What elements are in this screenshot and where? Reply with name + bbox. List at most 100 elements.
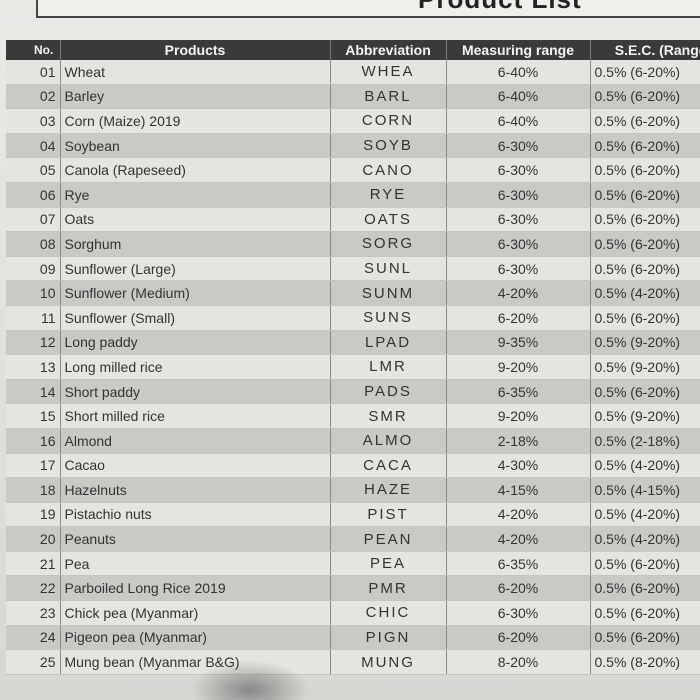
product-name: Chick pea (Myanmar) bbox=[60, 600, 331, 626]
product-abbreviation: SUNS bbox=[330, 305, 447, 331]
product-abbreviation: OATS bbox=[330, 207, 447, 233]
product-name: Pigeon pea (Myanmar) bbox=[60, 625, 331, 651]
table-row: 19 Pistachio nuts PIST 4-20% 0.5% (4-20%) bbox=[6, 502, 700, 528]
sec-range: 0.5% (6-20%) bbox=[590, 157, 700, 183]
product-name: Soybean bbox=[60, 133, 331, 159]
table-row: 15 Short milled rice SMR 9-20% 0.5% (9-20%) bbox=[6, 403, 700, 429]
table-row: 14 Short paddy PADS 6-35% 0.5% (6-20%) bbox=[6, 379, 700, 405]
sec-range: 0.5% (6-20%) bbox=[590, 133, 700, 159]
row-number: 01 bbox=[6, 60, 61, 85]
table-row: 24 Pigeon pea (Myanmar) PIGN 6-20% 0.5% (6-2… bbox=[6, 625, 700, 651]
product-name: Canola (Rapeseed) bbox=[60, 157, 331, 183]
measuring-range: 6-35% bbox=[446, 551, 591, 577]
sec-range: 0.5% (4-20%) bbox=[590, 280, 700, 306]
product-abbreviation: SORG bbox=[330, 231, 447, 257]
row-number: 17 bbox=[6, 453, 61, 479]
table-row: 01 Wheat WHEA 6-40% 0.5% (6-20%) bbox=[6, 60, 700, 85]
row-number: 25 bbox=[6, 649, 61, 675]
product-abbreviation: SOYB bbox=[330, 133, 447, 159]
table-header-row: No. Products Abbreviation Measuring rang… bbox=[6, 40, 700, 60]
product-abbreviation: WHEA bbox=[330, 60, 447, 85]
measuring-range: 6-20% bbox=[446, 305, 591, 331]
product-abbreviation: SUNM bbox=[330, 280, 447, 306]
table-row: 20 Peanuts PEAN 4-20% 0.5% (4-20%) bbox=[6, 526, 700, 552]
product-name: Parboiled Long Rice 2019 bbox=[60, 575, 331, 602]
table-row: 02 Barley BARL 6-40% 0.5% (6-20%) bbox=[6, 84, 700, 110]
sec-range: 0.5% (6-20%) bbox=[590, 600, 700, 626]
table-row: 08 Sorghum SORG 6-30% 0.5% (6-20%) bbox=[6, 231, 700, 257]
table-row: 04 Soybean SOYB 6-30% 0.5% (6-20%) bbox=[6, 133, 700, 159]
table-row: 16 Almond ALMO 2-18% 0.5% (2-18%) bbox=[6, 428, 700, 454]
product-abbreviation: PMR bbox=[330, 575, 447, 602]
product-table: No. Products Abbreviation Measuring rang… bbox=[6, 40, 700, 675]
product-name: Mung bean (Myanmar B&G) bbox=[60, 649, 331, 675]
measuring-range: 9-20% bbox=[446, 403, 591, 429]
table-row: 10 Sunflower (Medium) SUNM 4-20% 0.5% (4-20%… bbox=[6, 280, 700, 306]
sec-range: 0.5% (6-20%) bbox=[590, 256, 700, 282]
product-name: Almond bbox=[60, 428, 331, 454]
product-name: Cacao bbox=[60, 453, 331, 479]
product-name: Long paddy bbox=[60, 330, 331, 356]
sec-range: 0.5% (4-20%) bbox=[590, 502, 700, 528]
product-abbreviation: RYE bbox=[330, 182, 447, 208]
row-number: 11 bbox=[6, 305, 61, 331]
row-number: 24 bbox=[6, 625, 61, 651]
product-name: Sunflower (Large) bbox=[60, 256, 331, 282]
table-row: 11 Sunflower (Small) SUNS 6-20% 0.5% (6-20%) bbox=[6, 305, 700, 331]
product-name: Rye bbox=[60, 182, 331, 208]
product-abbreviation: SMR bbox=[330, 403, 447, 429]
table-row: 22 Parboiled Long Rice 2019 PMR 6-20% 0.5% (… bbox=[6, 575, 700, 602]
row-number: 09 bbox=[6, 256, 61, 282]
sec-range: 0.5% (6-20%) bbox=[590, 305, 700, 331]
product-name: Peanuts bbox=[60, 526, 331, 552]
product-name: Sunflower (Small) bbox=[60, 305, 331, 331]
sec-range: 0.5% (4-15%) bbox=[590, 477, 700, 503]
table-body: 01 Wheat WHEA 6-40% 0.5% (6-20%) 02 Barley BARL… bbox=[6, 60, 700, 675]
row-number: 15 bbox=[6, 403, 61, 429]
table-row: 18 Hazelnuts HAZE 4-15% 0.5% (4-15%) bbox=[6, 477, 700, 503]
sec-range: 0.5% (6-20%) bbox=[590, 575, 700, 602]
measuring-range: 6-30% bbox=[446, 231, 591, 257]
product-abbreviation: PEAN bbox=[330, 526, 447, 552]
product-name: Corn (Maize) 2019 bbox=[60, 108, 331, 134]
product-name: Wheat bbox=[60, 60, 331, 85]
row-number: 19 bbox=[6, 502, 61, 528]
column-header-no: No. bbox=[6, 40, 61, 60]
row-number: 10 bbox=[6, 280, 61, 306]
sec-range: 0.5% (6-20%) bbox=[590, 182, 700, 208]
table-row: 21 Pea PEA 6-35% 0.5% (6-20%) bbox=[6, 551, 700, 577]
row-number: 21 bbox=[6, 551, 61, 577]
measuring-range: 6-30% bbox=[446, 600, 591, 626]
product-abbreviation: PIST bbox=[330, 502, 447, 528]
measuring-range: 8-20% bbox=[446, 649, 591, 675]
row-number: 12 bbox=[6, 330, 61, 356]
product-name: Short milled rice bbox=[60, 403, 331, 429]
product-name: Pea bbox=[60, 551, 331, 577]
sec-range: 0.5% (6-20%) bbox=[590, 231, 700, 257]
measuring-range: 9-35% bbox=[446, 330, 591, 356]
measuring-range: 6-20% bbox=[446, 625, 591, 651]
table-row: 23 Chick pea (Myanmar) CHIC 6-30% 0.5% (6-20… bbox=[6, 600, 700, 626]
table-row: 13 Long milled rice LMR 9-20% 0.5% (9-20%) bbox=[6, 354, 700, 380]
measuring-range: 4-20% bbox=[446, 280, 591, 306]
table-row: 12 Long paddy LPAD 9-35% 0.5% (9-20%) bbox=[6, 330, 700, 356]
column-header-abbreviation: Abbreviation bbox=[330, 40, 447, 60]
row-number: 20 bbox=[6, 526, 61, 552]
product-abbreviation: CANO bbox=[330, 157, 447, 183]
row-number: 23 bbox=[6, 600, 61, 626]
row-number: 14 bbox=[6, 379, 61, 405]
product-name: Sorghum bbox=[60, 231, 331, 257]
sec-range: 0.5% (9-20%) bbox=[590, 403, 700, 429]
product-abbreviation: PEA bbox=[330, 551, 447, 577]
sec-range: 0.5% (9-20%) bbox=[590, 354, 700, 380]
product-abbreviation: CORN bbox=[330, 108, 447, 134]
product-name: Barley bbox=[60, 84, 331, 110]
product-name: Long milled rice bbox=[60, 354, 331, 380]
section-title: Product List bbox=[418, 0, 582, 15]
product-name: Hazelnuts bbox=[60, 477, 331, 503]
table-row: 06 Rye RYE 6-30% 0.5% (6-20%) bbox=[6, 182, 700, 208]
measuring-range: 9-20% bbox=[446, 354, 591, 380]
product-abbreviation: PADS bbox=[330, 379, 447, 405]
sec-range: 0.5% (2-18%) bbox=[590, 428, 700, 454]
table-row: 09 Sunflower (Large) SUNL 6-30% 0.5% (6-20%) bbox=[6, 256, 700, 282]
